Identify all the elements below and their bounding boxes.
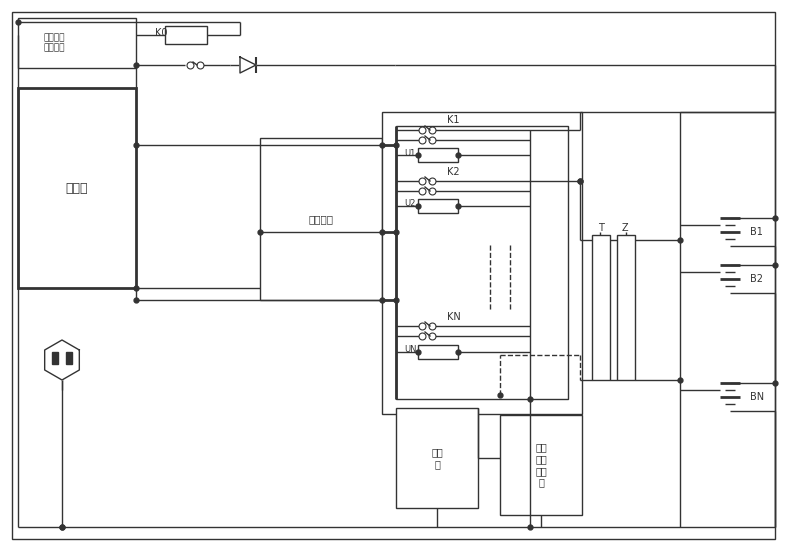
- Bar: [500, 415, 582, 515]
- Text: 数据
显示
及报
表: 数据 显示 及报 表: [535, 442, 547, 488]
- Text: K0: K0: [155, 28, 168, 38]
- Text: Z: Z: [622, 223, 628, 233]
- Text: 交流输入
检测电路: 交流输入 检测电路: [43, 33, 65, 53]
- Bar: [260, 138, 382, 300]
- Polygon shape: [240, 57, 256, 73]
- Bar: [418, 148, 458, 162]
- Bar: [418, 345, 458, 359]
- Text: U1: U1: [404, 149, 416, 158]
- Text: K2: K2: [447, 167, 460, 177]
- Bar: [165, 26, 207, 44]
- Text: K1: K1: [447, 115, 460, 125]
- Bar: [18, 18, 136, 68]
- Bar: [396, 126, 568, 399]
- Text: 充电机: 充电机: [66, 181, 88, 195]
- Text: UN: UN: [404, 345, 416, 354]
- Bar: [617, 235, 635, 380]
- Polygon shape: [45, 340, 79, 380]
- Bar: [18, 88, 136, 288]
- Bar: [592, 235, 610, 380]
- Bar: [52, 352, 58, 364]
- Bar: [396, 408, 478, 508]
- Text: U2: U2: [404, 199, 416, 208]
- Text: KN: KN: [447, 312, 460, 322]
- Text: B1: B1: [750, 227, 763, 237]
- Bar: [66, 352, 72, 364]
- Text: 控制
器: 控制 器: [431, 447, 443, 469]
- Text: T: T: [598, 223, 604, 233]
- Text: B2: B2: [750, 274, 763, 284]
- Text: 均衡模块: 均衡模块: [309, 214, 334, 224]
- Text: BN: BN: [750, 392, 764, 402]
- Bar: [418, 199, 458, 213]
- Bar: [382, 112, 582, 414]
